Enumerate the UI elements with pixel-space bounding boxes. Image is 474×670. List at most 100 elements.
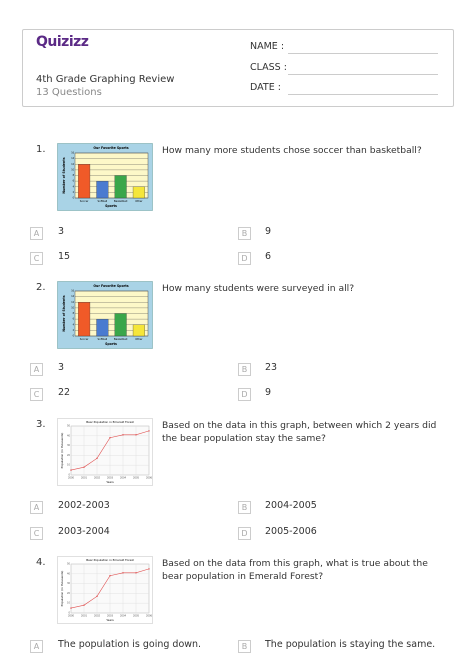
- chart-title: Bear Population in Emerald Forest: [86, 420, 134, 424]
- data-point: [109, 575, 111, 577]
- option-letter: B: [238, 227, 251, 240]
- question-text: How many students were surveyed in all?: [162, 283, 355, 294]
- x-tick-label: 2002: [94, 477, 101, 480]
- chart-thumbnail: 0 10 20 30 40 50 2000 2001 2002 2003 2004 2005 2006 B…: [57, 556, 153, 624]
- option-letter: C: [30, 388, 43, 401]
- option-text: 9: [265, 387, 272, 398]
- x-tick-label: 2005: [133, 615, 140, 618]
- x-tick-label: Other: [135, 337, 143, 341]
- field-label: NAME :: [250, 41, 285, 52]
- x-tick-label: 2005: [133, 477, 140, 480]
- data-point: [70, 469, 72, 471]
- x-axis-label: Years: [106, 480, 114, 484]
- question-number: 2.: [36, 282, 46, 293]
- data-point: [135, 572, 137, 574]
- bar: [132, 186, 145, 199]
- y-tick-label: 10: [67, 602, 71, 605]
- y-tick-label: 40: [67, 434, 71, 437]
- y-tick-label: 8: [73, 174, 75, 177]
- question-text: Based on the data in this graph, between…: [162, 420, 437, 444]
- option-letter: C: [30, 252, 43, 265]
- field-label: CLASS :: [250, 62, 287, 73]
- option-letter: D: [238, 388, 251, 401]
- bar: [114, 313, 127, 337]
- x-tick-label: Softball: [97, 199, 107, 203]
- y-tick-label: 40: [67, 572, 71, 575]
- y-tick-label: 30: [67, 444, 71, 447]
- y-tick-label: 6: [73, 318, 75, 321]
- option-letter: D: [238, 252, 251, 265]
- y-tick-label: 20: [67, 454, 71, 457]
- data-point: [109, 437, 111, 439]
- option-text: 22: [58, 387, 71, 398]
- data-point: [83, 604, 85, 606]
- data-point: [122, 572, 124, 574]
- y-axis-label: Number of Students: [62, 157, 66, 193]
- option-letter: B: [238, 501, 251, 514]
- y-tick-label: 50: [67, 563, 71, 566]
- field-label: DATE :: [250, 82, 281, 93]
- field-line: [288, 53, 438, 54]
- title: 4th Grade Graphing Review: [36, 74, 175, 85]
- y-tick-label: 10: [71, 306, 74, 309]
- bar: [114, 175, 127, 199]
- x-tick-label: 2004: [120, 615, 127, 618]
- bar: [96, 180, 109, 199]
- x-tick-label: 2000: [68, 477, 75, 480]
- option-letter: A: [30, 227, 43, 240]
- option-letter: C: [30, 527, 43, 540]
- y-tick-label: 16: [71, 152, 74, 155]
- data-point: [96, 595, 98, 598]
- logo: Quizizz: [36, 34, 89, 50]
- x-tick-label: Soccer: [80, 337, 90, 341]
- y-tick-label: 20: [67, 592, 71, 595]
- y-tick-label: 14: [71, 157, 74, 160]
- question-number: 1.: [36, 144, 46, 155]
- x-tick-label: 2001: [81, 615, 88, 618]
- y-tick-label: 2: [73, 191, 75, 194]
- bar: [132, 324, 145, 337]
- option-text: The population is staying the same.: [265, 639, 436, 650]
- x-tick-label: Softball: [97, 337, 107, 341]
- y-axis-label: Number of Students: [62, 295, 66, 331]
- y-axis-label: Population (in thousands): [60, 433, 64, 469]
- y-tick-label: 4: [73, 323, 75, 326]
- option-text: The population is going down.: [58, 639, 202, 650]
- chart-title: Our Favorite Sports: [93, 146, 128, 150]
- x-axis-label: Sports: [105, 204, 117, 208]
- bar: [78, 164, 91, 199]
- option-text: 9: [265, 226, 272, 237]
- y-tick-label: 30: [67, 582, 71, 585]
- y-tick-label: 12: [71, 163, 74, 166]
- y-tick-label: 0: [68, 474, 70, 477]
- data-point: [148, 568, 150, 570]
- question-text: How many more students chose soccer than…: [162, 145, 422, 156]
- chart-title: Our Favorite Sports: [93, 284, 128, 288]
- y-tick-label: 16: [71, 290, 74, 293]
- option-text: 23: [265, 362, 278, 373]
- y-tick-label: 6: [73, 180, 75, 183]
- data-point: [135, 434, 137, 436]
- x-tick-label: 2003: [107, 477, 114, 480]
- y-tick-label: 0: [73, 197, 75, 200]
- option-text: 2002-2003: [58, 500, 110, 511]
- x-tick-label: 2003: [107, 615, 114, 618]
- option-letter: A: [30, 640, 43, 653]
- field-line: [288, 74, 438, 75]
- x-tick-label: Other: [135, 199, 143, 203]
- chart-title: Bear Population in Emerald Forest: [86, 558, 134, 562]
- data-point: [70, 607, 72, 609]
- question-text: Based on the data from this graph, what …: [162, 558, 428, 582]
- y-tick-label: 10: [67, 464, 71, 467]
- header-box: [22, 29, 454, 107]
- option-text: 3: [58, 226, 65, 237]
- y-tick-label: 2: [73, 329, 75, 332]
- x-tick-label: 2000: [68, 615, 75, 618]
- data-point: [83, 466, 85, 468]
- data-point: [148, 430, 150, 432]
- chart-thumbnail: 0 10 20 30 40 50 2000 2001 2002 2003 2004 2005 2006 B…: [57, 418, 153, 486]
- option-letter: D: [238, 527, 251, 540]
- x-tick-label: 2001: [81, 477, 88, 480]
- y-tick-label: 14: [71, 295, 74, 298]
